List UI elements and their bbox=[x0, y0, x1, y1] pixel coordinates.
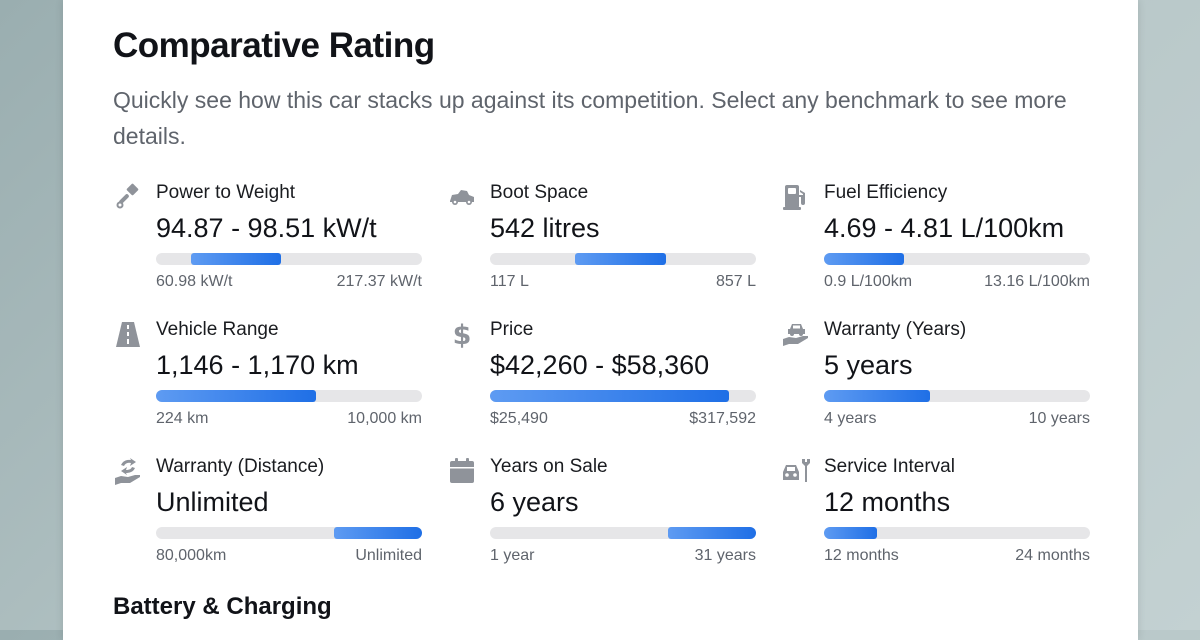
metric-min: 224 km bbox=[156, 410, 209, 427]
metric-value: $42,260 - $58,360 bbox=[490, 350, 710, 380]
metric-value: 94.87 - 98.51 kW/t bbox=[156, 213, 377, 243]
metric-min: 80,000km bbox=[156, 547, 227, 564]
page-title: Comparative Rating bbox=[113, 26, 435, 65]
metric-max: 217.37 kW/t bbox=[336, 273, 422, 290]
metric-min: 117 L bbox=[490, 273, 529, 290]
metric-value: Unlimited bbox=[156, 487, 269, 517]
metric-max: 857 L bbox=[715, 273, 756, 290]
rating-bar bbox=[824, 527, 1090, 539]
comparative-rating-card: Comparative Rating Quickly see how this … bbox=[63, 0, 1138, 640]
metric-max: 10 years bbox=[1028, 410, 1090, 427]
metric-min: 4 years bbox=[824, 410, 877, 427]
metric-label: Price bbox=[490, 319, 534, 340]
rating-bar bbox=[824, 390, 1090, 402]
metric-label: Fuel Efficiency bbox=[824, 182, 948, 203]
rating-bar bbox=[490, 390, 756, 402]
metric-label: Years on Sale bbox=[490, 456, 608, 477]
rating-bar-fill bbox=[490, 390, 730, 402]
rating-bar-fill bbox=[668, 527, 756, 539]
metric-label: Power to Weight bbox=[156, 182, 296, 203]
metric-max: 31 years bbox=[694, 547, 756, 564]
metric-fuel-efficiency[interactable]: Fuel Efficiency 4.69 - 4.81 L/100km 0.9 … bbox=[781, 180, 1091, 300]
hand-arrows-icon bbox=[113, 456, 143, 486]
metric-max: Unlimited bbox=[355, 547, 422, 564]
dollar-icon: $ bbox=[447, 319, 477, 351]
rating-bar-fill bbox=[334, 527, 422, 539]
metric-value: 1,146 - 1,170 km bbox=[156, 350, 359, 380]
metric-min: 60.98 kW/t bbox=[156, 273, 233, 290]
metric-value: 5 years bbox=[824, 350, 913, 380]
metric-max: $317,592 bbox=[689, 410, 756, 427]
rating-bar-fill bbox=[824, 527, 878, 539]
metric-vehicle-range[interactable]: Vehicle Range 1,146 - 1,170 km 224 km 10… bbox=[113, 317, 423, 437]
section-title-battery-charging: Battery & Charging bbox=[113, 593, 332, 620]
rating-bar-fill bbox=[824, 390, 931, 402]
metric-value: 542 litres bbox=[490, 213, 600, 243]
metric-label: Warranty (Distance) bbox=[156, 456, 325, 477]
metric-value: 6 years bbox=[490, 487, 579, 517]
page-subtitle: Quickly see how this car stacks up again… bbox=[113, 87, 1067, 149]
metric-max: 10,000 km bbox=[347, 410, 422, 427]
metric-boot-space[interactable]: Boot Space 542 litres 117 L 857 L bbox=[447, 180, 757, 300]
rating-bar bbox=[156, 253, 422, 265]
car-hand-icon bbox=[781, 319, 811, 349]
metric-price[interactable]: $ Price $42,260 - $58,360 $25,490 $317,5… bbox=[447, 317, 757, 437]
car-boot-icon bbox=[447, 182, 477, 212]
metric-value: 4.69 - 4.81 L/100km bbox=[824, 213, 1065, 243]
rating-bar-fill bbox=[575, 253, 666, 265]
metric-value: 12 months bbox=[824, 487, 951, 517]
rating-bar bbox=[824, 253, 1090, 265]
metric-label: Vehicle Range bbox=[156, 319, 279, 340]
road-icon bbox=[113, 319, 143, 349]
metric-label: Warranty (Years) bbox=[824, 319, 967, 340]
metric-label: Service Interval bbox=[824, 456, 955, 477]
rating-bar bbox=[156, 527, 422, 539]
metric-warranty-distance[interactable]: Warranty (Distance) Unlimited 80,000km U… bbox=[113, 454, 423, 574]
metric-service-interval[interactable]: Service Interval 12 months 12 months 24 … bbox=[781, 454, 1091, 574]
fuel-pump-icon bbox=[781, 182, 811, 212]
rating-bar bbox=[156, 390, 422, 402]
rating-bar-fill bbox=[156, 390, 316, 402]
rating-bar-fill bbox=[824, 253, 904, 265]
calendar-icon bbox=[447, 456, 477, 486]
rating-bar-fill bbox=[190, 253, 282, 265]
metric-label: Boot Space bbox=[490, 182, 589, 203]
rating-bar bbox=[490, 527, 756, 539]
rating-bar bbox=[490, 253, 756, 265]
metric-power-to-weight[interactable]: Power to Weight 94.87 - 98.51 kW/t 60.98… bbox=[113, 180, 423, 300]
metric-max: 13.16 L/100km bbox=[984, 273, 1090, 290]
metric-min: 12 months bbox=[824, 547, 899, 564]
metric-years-on-sale[interactable]: Years on Sale 6 years 1 year 31 years bbox=[447, 454, 757, 574]
car-wrench-icon bbox=[781, 456, 811, 486]
metric-min: 0.9 L/100km bbox=[824, 273, 913, 290]
metric-max: 24 months bbox=[1015, 547, 1090, 564]
piston-icon bbox=[113, 182, 143, 212]
svg-text:$: $ bbox=[453, 320, 472, 349]
metric-min: 1 year bbox=[490, 547, 535, 564]
metric-warranty-years[interactable]: Warranty (Years) 5 years 4 years 10 year… bbox=[781, 317, 1091, 437]
metric-min: $25,490 bbox=[490, 410, 548, 427]
